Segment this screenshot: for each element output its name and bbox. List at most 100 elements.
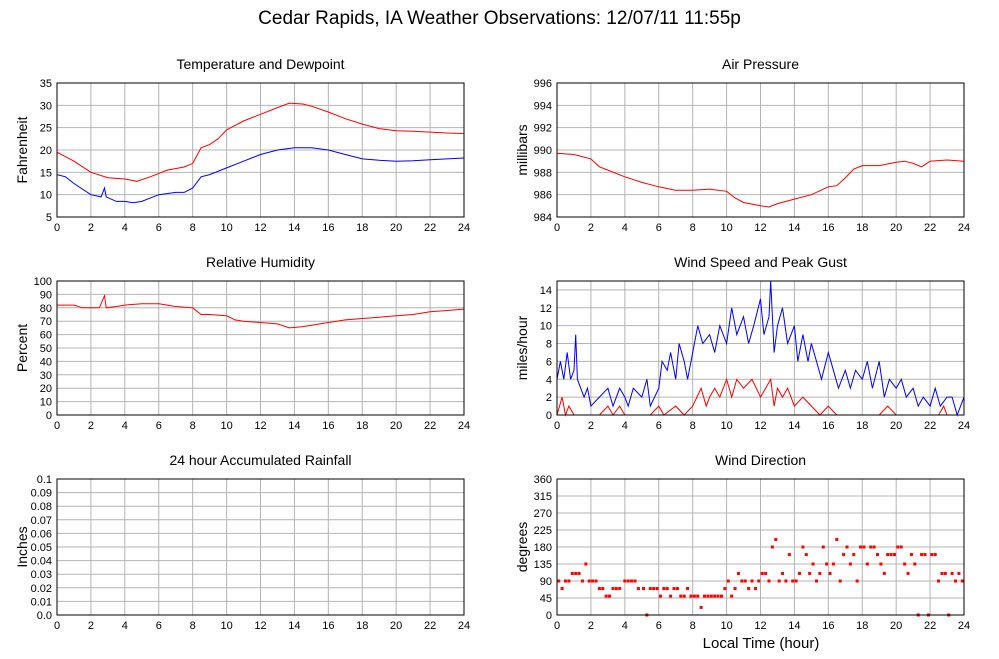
chart-panel: 0 2 4 6 8 10 12 14 16 18 20 22 249849869889909929949… [514, 56, 970, 234]
series-line [56, 102, 465, 182]
panel-title: Temperature and Dewpoint [176, 56, 344, 72]
data-point [859, 545, 863, 549]
data-point [848, 562, 852, 566]
data-point [950, 571, 954, 575]
x-tick-label: 6 [656, 620, 662, 632]
x-tick-label: 0 [54, 620, 60, 632]
data-point [760, 571, 764, 575]
data-point [743, 579, 747, 583]
data-point [937, 579, 941, 583]
data-point [831, 562, 835, 566]
data-point [930, 553, 934, 557]
x-tick-label: 24 [458, 222, 470, 234]
data-point [655, 587, 659, 591]
data-point [940, 571, 944, 575]
data-point [563, 579, 567, 583]
data-point [767, 579, 771, 583]
x-tick-label: 20 [890, 620, 902, 632]
data-point [557, 579, 561, 583]
x-tick-label: 6 [656, 420, 662, 432]
x-tick-label: 6 [156, 420, 162, 432]
y-tick-label: 90 [540, 576, 552, 588]
y-tick-label: 10 [40, 397, 52, 409]
y-tick-label: 988 [534, 167, 552, 179]
data-point [933, 553, 937, 557]
data-point [913, 562, 917, 566]
chart-panel: 0 2 4 6 8 10 12 14 16 18 20 22 240459013518022527031… [514, 452, 970, 632]
panel-title: Wind Direction [715, 452, 806, 468]
x-tick-label: 10 [720, 620, 732, 632]
x-tick-label: 24 [958, 222, 970, 234]
x-tick-label: 2 [588, 620, 594, 632]
data-point [960, 579, 964, 583]
x-tick-label: 10 [720, 222, 732, 234]
data-point [869, 545, 873, 549]
y-tick-label: 0.1 [37, 474, 52, 486]
x-tick-label: 2 [88, 620, 94, 632]
data-point [906, 571, 910, 575]
data-point [842, 553, 846, 557]
y-tick-label: 0 [546, 610, 552, 622]
y-tick-label: 10 [40, 190, 52, 202]
data-point [889, 553, 893, 557]
data-point [923, 553, 927, 557]
x-tick-label: 4 [122, 620, 128, 632]
x-tick-label: 20 [390, 222, 402, 234]
data-point [658, 594, 662, 598]
data-point [882, 571, 886, 575]
x-tick-label: 0 [54, 222, 60, 234]
data-point [703, 594, 707, 598]
y-tick-label: 12 [540, 303, 552, 315]
data-point [614, 587, 618, 591]
data-point [862, 545, 866, 549]
y-tick-label: 0 [46, 410, 52, 422]
y-axis-label: Percent [14, 324, 30, 372]
series-line [57, 293, 465, 329]
y-tick-label: 15 [40, 167, 52, 179]
x-tick-label: 2 [88, 222, 94, 234]
y-tick-label: 986 [534, 190, 552, 202]
data-point [584, 562, 588, 566]
data-point [943, 571, 947, 575]
x-tick-label: 4 [622, 420, 628, 432]
data-point [855, 579, 859, 583]
data-point [672, 587, 676, 591]
x-tick-label: 4 [122, 222, 128, 234]
y-tick-label: 10 [540, 321, 552, 333]
page-title: Cedar Rapids, IA Weather Observations: 1… [258, 8, 741, 29]
y-tick-label: 70 [40, 316, 52, 328]
y-tick-label: 0.09 [31, 488, 52, 500]
data-point [665, 587, 669, 591]
y-tick-label: 0.04 [31, 556, 52, 568]
x-tick-label: 22 [424, 620, 436, 632]
data-point [865, 562, 869, 566]
x-tick-label: 20 [390, 420, 402, 432]
x-tick-label: 12 [754, 620, 766, 632]
y-tick-label: 4 [546, 374, 552, 386]
y-tick-label: 60 [40, 330, 52, 342]
y-tick-label: 6 [546, 356, 552, 368]
y-tick-label: 0.03 [31, 569, 52, 581]
data-point [574, 571, 578, 575]
data-point [909, 553, 913, 557]
data-point [920, 553, 924, 557]
x-tick-label: 8 [690, 420, 696, 432]
x-tick-label: 14 [288, 222, 300, 234]
x-tick-label: 20 [890, 222, 902, 234]
data-point [709, 594, 713, 598]
data-point [757, 579, 761, 583]
data-point [696, 594, 700, 598]
x-tick-label: 22 [924, 222, 936, 234]
x-tick-label: 18 [356, 620, 368, 632]
y-tick-label: 315 [534, 491, 552, 503]
y-tick-label: 0.0 [37, 610, 52, 622]
data-point [682, 594, 686, 598]
data-point [736, 571, 740, 575]
data-point [689, 594, 693, 598]
y-tick-label: 0.05 [31, 542, 52, 554]
x-tick-label: 10 [220, 620, 232, 632]
data-point [825, 562, 829, 566]
x-tick-label: 20 [390, 620, 402, 632]
x-tick-label: 0 [54, 420, 60, 432]
